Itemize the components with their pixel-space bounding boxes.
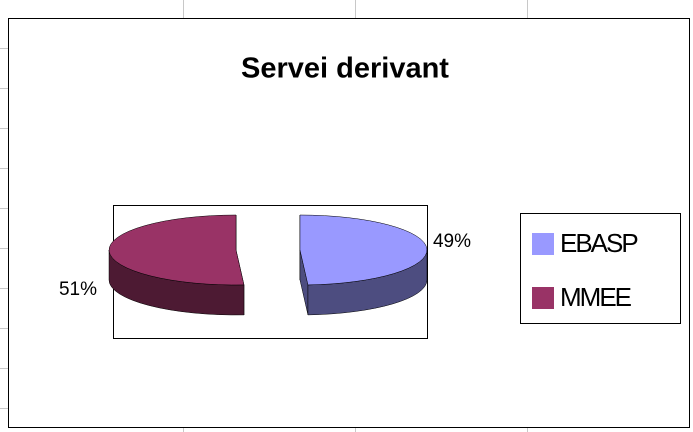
- data-label: 49%: [433, 231, 471, 252]
- data-label: 51%: [59, 279, 97, 300]
- sheet-grid: [0, 0, 528, 432]
- legend-swatch: [532, 287, 554, 309]
- slice: [299, 214, 428, 286]
- legend-label: EBASP: [560, 228, 637, 258]
- legend-label: MMEE: [560, 282, 632, 312]
- slice: [108, 214, 245, 286]
- chart-title: Servei derivant: [241, 53, 449, 85]
- legend-swatch: [532, 233, 554, 255]
